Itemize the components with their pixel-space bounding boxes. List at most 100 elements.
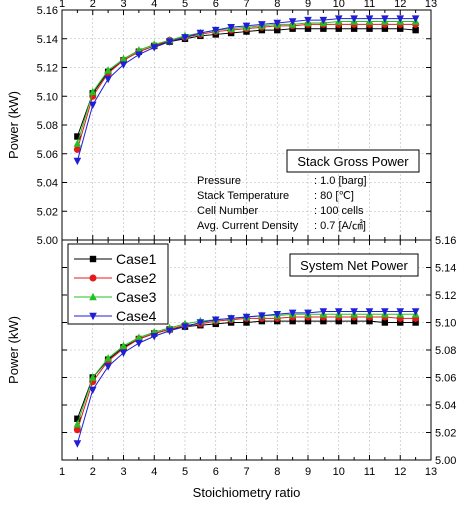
data-point-case3 xyxy=(104,66,112,74)
data-point-case4 xyxy=(381,308,389,316)
data-point-case1 xyxy=(274,26,281,34)
x-tick-label: 12 xyxy=(394,466,406,478)
legend-marker-case3 xyxy=(89,292,97,301)
x-tick-label: 8 xyxy=(274,0,280,10)
x-tick-label: 10 xyxy=(333,466,345,478)
data-point-case4 xyxy=(411,15,420,23)
data-point-case4 xyxy=(319,16,328,25)
y-tick-label: 5.00 xyxy=(37,235,58,247)
data-point-case1 xyxy=(304,317,312,325)
data-point-case3 xyxy=(73,139,82,147)
data-point-case1 xyxy=(350,25,358,32)
y-tick-label: 5.16 xyxy=(435,235,456,247)
data-point-case4 xyxy=(181,34,189,42)
y-tick-label: 5.04 xyxy=(37,178,58,190)
legend-label: Case4 xyxy=(116,308,157,324)
x-tick-label: 13 xyxy=(425,466,437,478)
data-point-case3 xyxy=(119,54,128,63)
data-point-case4 xyxy=(196,29,205,38)
data-point-case4 xyxy=(273,311,282,319)
x-tick-label: 10 xyxy=(333,0,345,10)
data-point-case3 xyxy=(88,373,97,381)
data-point-case3 xyxy=(104,354,112,362)
y-tick-label: 5.10 xyxy=(37,91,58,103)
x-tick-label: 7 xyxy=(243,466,249,478)
x-axis-label: Stoichiometry ratio xyxy=(193,485,301,500)
data-point-case4 xyxy=(334,15,343,23)
data-point-case4 xyxy=(273,19,282,28)
data-point-case1 xyxy=(335,317,342,325)
x-tick-label: 2 xyxy=(90,0,96,10)
x-tick-label: 5 xyxy=(182,0,188,10)
x-tick-label: 6 xyxy=(213,466,219,478)
data-point-case1 xyxy=(289,317,296,325)
x-tick-label: 1 xyxy=(59,466,65,478)
data-point-case3 xyxy=(88,87,97,96)
data-point-case4 xyxy=(150,333,159,341)
y-tick-label: 5.00 xyxy=(435,455,456,467)
data-point-case4 xyxy=(211,316,220,324)
x-tick-label: 8 xyxy=(274,466,280,478)
data-point-case4 xyxy=(304,309,312,318)
y-tick-label: 5.14 xyxy=(435,263,456,275)
y-tick-label: 5.02 xyxy=(435,428,456,440)
data-point-case4 xyxy=(227,315,235,323)
x-tick-label: 3 xyxy=(120,466,126,478)
panel-title: System Net Power xyxy=(300,258,408,273)
data-point-case4 xyxy=(227,24,235,32)
y-tick-label: 5.16 xyxy=(37,5,58,17)
data-point-case1 xyxy=(74,133,81,140)
data-point-case4 xyxy=(150,44,159,52)
data-point-case1 xyxy=(381,25,389,32)
data-point-case4 xyxy=(396,15,405,23)
data-point-case4 xyxy=(242,313,251,322)
data-point-case4 xyxy=(181,323,189,331)
data-point-case1 xyxy=(350,317,358,325)
data-point-case1 xyxy=(412,26,419,34)
data-point-case4 xyxy=(135,339,143,348)
data-point-case4 xyxy=(350,308,358,316)
data-point-case4 xyxy=(104,75,112,84)
data-point-case4 xyxy=(242,22,251,31)
condition-label: Pressure xyxy=(197,175,241,187)
data-point-case4 xyxy=(135,51,143,59)
y-tick-label: 5.08 xyxy=(435,345,456,357)
data-point-case1 xyxy=(320,25,327,32)
condition-value: : 1.0 [barg] xyxy=(314,175,367,187)
data-point-case4 xyxy=(73,440,82,448)
y-axis-label: Power (kW) xyxy=(6,316,21,384)
legend-marker-case4 xyxy=(89,312,97,321)
data-point-case1 xyxy=(397,319,404,326)
legend-marker-case1 xyxy=(89,255,97,263)
x-tick-label: 3 xyxy=(120,0,126,10)
y-tick-label: 5.06 xyxy=(435,373,456,385)
data-point-case4 xyxy=(73,157,82,166)
y-tick-label: 5.10 xyxy=(435,318,456,330)
condition-label: Avg. Current Density xyxy=(197,220,299,232)
panel-title-box xyxy=(286,149,420,173)
data-point-case1 xyxy=(304,25,312,32)
data-point-case4 xyxy=(88,386,97,395)
data-point-case1 xyxy=(412,319,419,326)
data-point-case4 xyxy=(396,308,405,316)
y-tick-label: 5.14 xyxy=(37,34,58,46)
data-point-case4 xyxy=(365,15,374,23)
panel-title-box xyxy=(289,253,419,277)
y-tick-label: 5.08 xyxy=(37,120,58,132)
data-point-case4 xyxy=(196,319,205,327)
data-point-case4 xyxy=(165,38,174,46)
data-point-case3 xyxy=(119,341,128,350)
condition-value: : 80 [℃] xyxy=(314,190,354,202)
data-point-case1 xyxy=(366,25,373,32)
condition-label: Stack Temperature xyxy=(197,190,289,202)
data-point-case4 xyxy=(88,101,97,110)
data-point-case4 xyxy=(258,312,266,320)
legend-box xyxy=(67,243,169,325)
x-tick-label: 7 xyxy=(243,0,249,10)
data-point-case4 xyxy=(365,308,374,316)
data-point-case4 xyxy=(350,15,358,23)
data-point-case1 xyxy=(74,415,81,422)
data-point-case1 xyxy=(381,319,389,326)
